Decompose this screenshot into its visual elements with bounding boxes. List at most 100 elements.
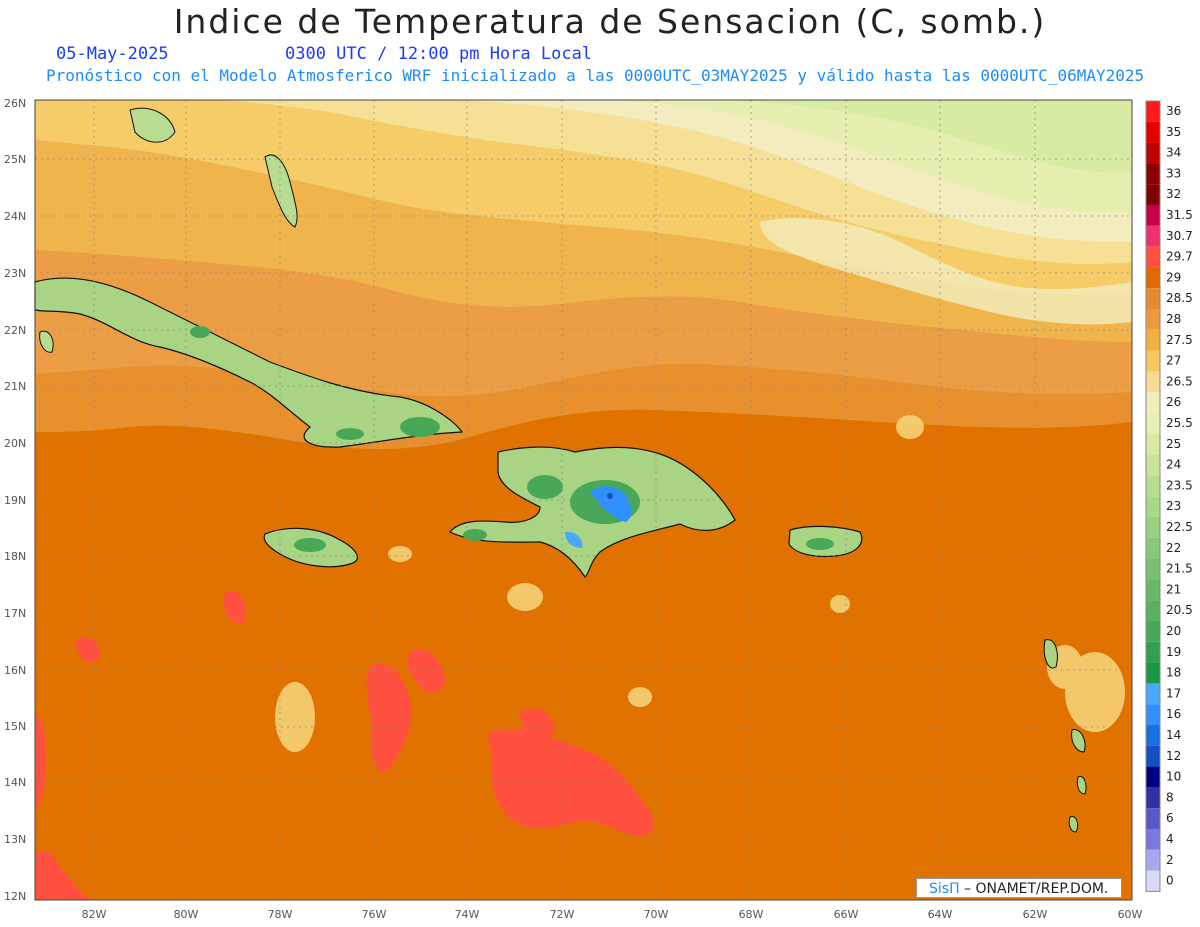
legend-label: 16 xyxy=(1166,707,1181,721)
legend-label: 21.5 xyxy=(1166,562,1193,576)
legend-label: 23 xyxy=(1166,499,1181,513)
pale-cells xyxy=(275,415,1125,752)
legend-swatch xyxy=(1146,475,1160,497)
legend-label: 26.5 xyxy=(1166,374,1193,388)
lat-label: 25N xyxy=(4,153,26,166)
legend-swatch xyxy=(1146,454,1160,476)
isla-juventud xyxy=(39,330,54,353)
legend-label: 27.5 xyxy=(1166,333,1193,347)
legend-label: 36 xyxy=(1166,104,1181,118)
lon-label: 60W xyxy=(1118,908,1143,921)
legend-swatch xyxy=(1146,849,1160,871)
legend-swatch xyxy=(1146,142,1160,164)
legend-swatch xyxy=(1146,496,1160,517)
lat-label: 22N xyxy=(4,324,26,337)
legend-label: 8 xyxy=(1166,790,1174,804)
legend-swatch xyxy=(1146,558,1160,580)
legend-swatch xyxy=(1146,246,1160,268)
lat-label: 13N xyxy=(4,833,26,846)
legend-label: 31.5 xyxy=(1166,208,1193,222)
legend-swatch xyxy=(1146,413,1160,434)
legend-label: 28 xyxy=(1166,312,1181,326)
hot-spots xyxy=(35,591,655,900)
band-25 xyxy=(720,100,1132,173)
legend-swatch xyxy=(1146,184,1160,205)
legend-label: 20 xyxy=(1166,624,1181,638)
lon-label: 78W xyxy=(268,908,293,921)
legend-label: 24 xyxy=(1166,458,1181,472)
legend-label: 10 xyxy=(1166,770,1181,784)
lon-label: 74W xyxy=(455,908,480,921)
forecast-date: 05-May-2025 xyxy=(56,44,169,64)
legend-swatch xyxy=(1146,745,1160,767)
lat-label: 21N xyxy=(4,380,26,393)
legend-swatch xyxy=(1146,725,1160,746)
legend-swatch xyxy=(1146,870,1160,892)
legend-swatch xyxy=(1146,829,1160,850)
legend-label: 27 xyxy=(1166,354,1181,368)
legend-swatch xyxy=(1146,766,1160,788)
legend-swatch xyxy=(1146,371,1160,393)
forecast-map: 26N 25N 24N 23N 22N 21N 20N 19N 18N 17N … xyxy=(4,97,1193,921)
lat-label: 24N xyxy=(4,210,26,223)
legend-label: 21 xyxy=(1166,582,1181,596)
lon-label: 82W xyxy=(82,908,107,921)
lat-label: 16N xyxy=(4,664,26,677)
lon-label: 72W xyxy=(550,908,575,921)
cold-spot xyxy=(565,486,632,548)
lat-label: 12N xyxy=(4,890,26,903)
legend-label: 25 xyxy=(1166,437,1181,451)
legend-swatch xyxy=(1146,683,1160,705)
credit-box: SisΠ – ONAMET/REP.DOM. xyxy=(916,878,1122,898)
legend-swatch xyxy=(1146,121,1160,143)
legend-label: 25.5 xyxy=(1166,416,1193,430)
legend-label: 6 xyxy=(1166,811,1174,825)
legend-label: 18 xyxy=(1166,666,1181,680)
legend-label: 22.5 xyxy=(1166,520,1193,534)
model-info: Pronóstico con el Modelo Atmosferico WRF… xyxy=(46,66,1145,85)
legend-label: 28.5 xyxy=(1166,291,1193,305)
lat-label: 23N xyxy=(4,267,26,280)
legend-swatch xyxy=(1146,662,1160,684)
map-frame xyxy=(34,99,1133,901)
lat-label: 18N xyxy=(4,550,26,563)
credit-text: – ONAMET/REP.DOM. xyxy=(959,881,1109,897)
legend-label: 12 xyxy=(1166,749,1181,763)
lon-label: 64W xyxy=(928,908,953,921)
legend-label: 2 xyxy=(1166,853,1174,867)
legend-label: 29 xyxy=(1166,270,1181,284)
legend-swatch xyxy=(1146,267,1160,289)
lon-label: 62W xyxy=(1023,908,1048,921)
guadeloupe xyxy=(1043,639,1058,669)
legend-label: 0 xyxy=(1166,874,1174,888)
legend-label: 19 xyxy=(1166,645,1181,659)
color-legend: 363534333231.530.729.72928.52827.52726.5… xyxy=(1145,100,1193,892)
lat-label: 26N xyxy=(4,97,26,110)
forecast-time: 0300 UTC / 12:00 pm Hora Local xyxy=(285,44,593,64)
chart-title: Indice de Temperatura de Sensacion (C, s… xyxy=(173,2,1047,41)
legend-swatch xyxy=(1146,350,1160,372)
lat-label: 17N xyxy=(4,607,26,620)
lon-label: 68W xyxy=(739,908,764,921)
lat-label: 14N xyxy=(4,776,26,789)
legend-label: 33 xyxy=(1166,166,1181,180)
florida-tip xyxy=(129,107,176,143)
legend-swatch xyxy=(1146,641,1160,663)
legend-swatch xyxy=(1146,205,1160,226)
lon-label: 70W xyxy=(644,908,669,921)
st-lucia xyxy=(1076,775,1087,795)
legend-swatch xyxy=(1146,309,1160,330)
legend-swatch xyxy=(1146,329,1160,351)
lat-label: 20N xyxy=(4,437,26,450)
longitude-axis: 82W 80W 78W 76W 74W 72W 70W 68W 66W 64W … xyxy=(82,908,1143,921)
lon-label: 76W xyxy=(362,908,387,921)
lon-label: 80W xyxy=(174,908,199,921)
legend-label: 32 xyxy=(1166,187,1181,201)
legend-swatch xyxy=(1146,433,1160,455)
legend-label: 14 xyxy=(1166,728,1181,742)
legend-swatch xyxy=(1146,787,1160,809)
legend-swatch xyxy=(1146,101,1160,122)
legend-swatch xyxy=(1146,808,1160,829)
legend-label: 20.5 xyxy=(1166,603,1193,617)
legend-swatch xyxy=(1146,517,1160,538)
